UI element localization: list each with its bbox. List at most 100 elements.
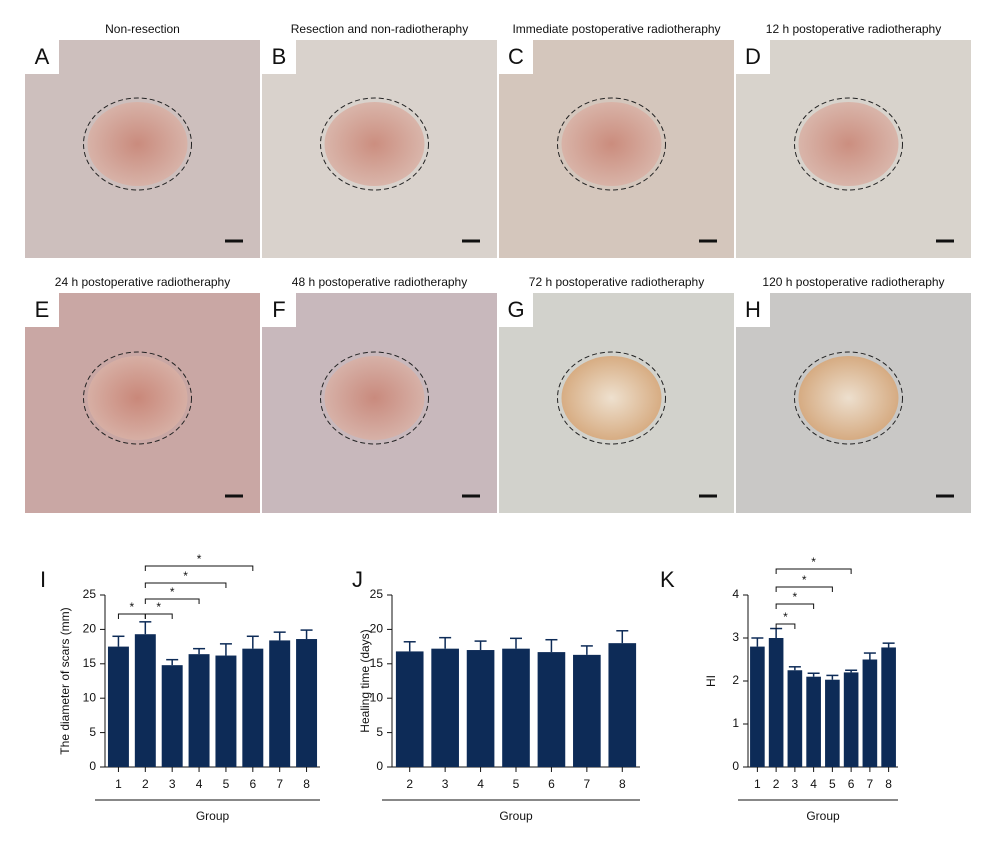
significance-bracket <box>775 623 796 629</box>
y-tick-label: 4 <box>732 587 739 601</box>
panel-letter: H <box>745 297 761 322</box>
y-tick-label: 0 <box>89 759 96 773</box>
bar <box>188 654 210 767</box>
panel-letter: B <box>272 44 287 69</box>
panel-letter: F <box>272 297 285 322</box>
y-tick-label: 25 <box>83 587 97 601</box>
x-tick-label: 4 <box>196 777 203 791</box>
bar <box>466 650 495 767</box>
wound <box>798 102 899 186</box>
bar <box>107 646 129 767</box>
significance-label: * <box>183 569 188 583</box>
x-tick-label: 6 <box>249 777 256 791</box>
x-tick-label: 4 <box>477 777 484 791</box>
bar <box>806 676 821 767</box>
significance-bracket <box>144 565 254 571</box>
x-tick-label: 7 <box>276 777 283 791</box>
wound <box>561 102 662 186</box>
y-tick-label: 25 <box>370 587 384 601</box>
letter-box <box>499 293 533 327</box>
x-tick-label: 3 <box>169 777 176 791</box>
bar <box>537 652 566 767</box>
x-tick-label: 8 <box>619 777 626 791</box>
y-axis-label: Healing time (days) <box>358 629 372 732</box>
wound <box>561 356 662 440</box>
letter-box <box>25 293 59 327</box>
wound-outline <box>557 351 666 445</box>
panel-title: 12 h postoperative radiotheraphy <box>766 22 941 36</box>
letter-box <box>736 40 770 74</box>
letter-box <box>262 293 296 327</box>
significance-bracket <box>117 613 146 619</box>
x-axis-label: Group <box>806 809 840 823</box>
x-tick-label: 5 <box>223 777 230 791</box>
x-tick-label: 2 <box>142 777 149 791</box>
bar <box>134 634 156 767</box>
wound <box>324 102 425 186</box>
significance-bracket <box>144 582 227 588</box>
x-tick-label: 8 <box>885 777 892 791</box>
y-tick-label: 1 <box>732 716 739 730</box>
significance-bracket <box>144 598 200 604</box>
wound-outline <box>557 97 666 191</box>
panel-title: 24 h postoperative radiotheraphy <box>55 275 230 289</box>
bar <box>161 665 183 767</box>
significance-label: * <box>197 552 202 566</box>
significance-bracket <box>144 613 173 619</box>
significance-label: * <box>170 585 175 599</box>
panel-letter: D <box>745 44 761 69</box>
significance-label: * <box>783 610 788 624</box>
wound-outline <box>794 351 903 445</box>
x-tick-label: 7 <box>584 777 591 791</box>
significance-label: * <box>156 600 161 614</box>
bar <box>242 648 264 767</box>
bar <box>395 651 424 767</box>
significance-label: * <box>802 573 807 587</box>
y-tick-label: 15 <box>83 656 97 670</box>
panel-letter: J <box>352 567 363 592</box>
significance-bracket <box>775 586 833 592</box>
x-axis-label: Group <box>499 809 533 823</box>
bar <box>881 647 896 767</box>
x-tick-label: 6 <box>548 777 555 791</box>
letter-box <box>25 40 59 74</box>
letter-box <box>736 293 770 327</box>
wound-outline <box>320 97 429 191</box>
panel-title: 120 h postoperative radiotheraphy <box>762 275 944 289</box>
wound-outline <box>83 97 192 191</box>
wound <box>87 356 188 440</box>
bar <box>296 639 318 767</box>
x-axis-label: Group <box>196 809 230 823</box>
y-tick-label: 3 <box>732 630 739 644</box>
bar <box>843 672 859 767</box>
x-tick-label: 5 <box>829 777 836 791</box>
wound <box>87 102 188 186</box>
y-tick-label: 20 <box>83 622 97 636</box>
wound-outline <box>320 351 429 445</box>
wound <box>324 356 425 440</box>
bar <box>269 640 291 767</box>
x-tick-label: 3 <box>442 777 449 791</box>
wound <box>798 356 899 440</box>
x-tick-label: 1 <box>115 777 122 791</box>
x-tick-label: 6 <box>848 777 855 791</box>
bar <box>862 659 878 767</box>
panel-letter: C <box>508 44 524 69</box>
panel-letter: K <box>660 567 675 592</box>
panel-letter: I <box>40 567 46 592</box>
significance-label: * <box>811 555 816 569</box>
panel-title: Non-resection <box>105 22 180 36</box>
y-axis-label: HI <box>704 675 718 687</box>
y-tick-label: 5 <box>376 725 383 739</box>
y-tick-label: 15 <box>370 656 384 670</box>
significance-bracket <box>775 568 852 574</box>
bar <box>431 648 459 767</box>
bar <box>502 648 530 767</box>
significance-label: * <box>793 590 798 604</box>
panel-title: Immediate postoperative radiotheraphy <box>512 22 720 36</box>
panel-title: 72 h postoperative radiotheraphy <box>529 275 704 289</box>
significance-label: * <box>130 600 135 614</box>
y-tick-label: 10 <box>83 690 97 704</box>
y-tick-label: 5 <box>89 725 96 739</box>
